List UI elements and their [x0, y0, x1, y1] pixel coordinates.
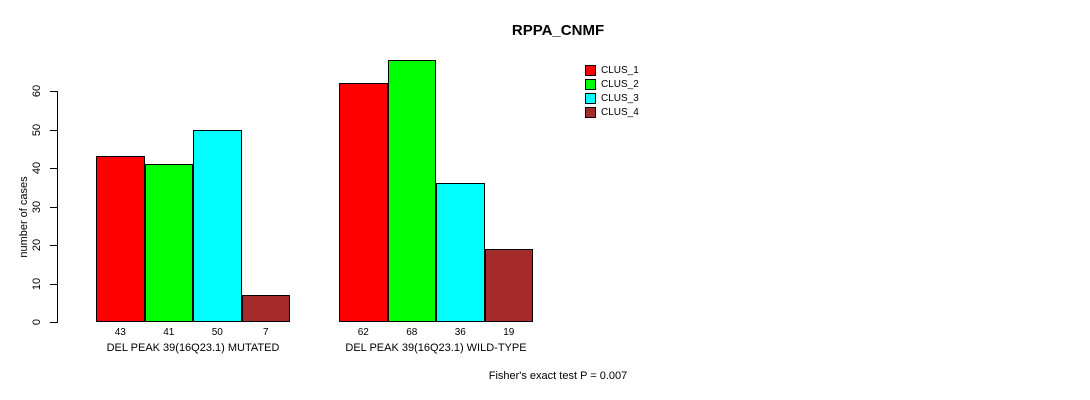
bar-value-label: 41 — [163, 327, 175, 338]
legend-swatch-clus_1 — [585, 65, 596, 76]
bar-value-label: 19 — [503, 327, 515, 338]
legend-swatch-clus_2 — [585, 79, 596, 90]
bar-clus_1-group2 — [339, 83, 388, 322]
bar-value-label: 36 — [454, 327, 466, 338]
bar-clus_4-group2 — [484, 248, 533, 322]
annotation-text: Fisher's exact test P = 0.007 — [488, 370, 628, 382]
chart-title: RPPA_CNMF — [511, 22, 605, 39]
y-axis-line — [57, 91, 58, 323]
legend-label-clus_2: CLUS_2 — [601, 79, 639, 90]
legend-label-clus_3: CLUS_3 — [601, 93, 639, 104]
y-axis-tick — [50, 168, 57, 169]
legend-swatch-clus_3 — [585, 93, 596, 104]
bar-clus_2-group2 — [387, 60, 436, 322]
bar-clus_4-group1 — [241, 295, 290, 322]
y-axis-tick — [50, 206, 57, 208]
bar-value-label: 50 — [211, 327, 223, 338]
y-axis-tick — [50, 322, 57, 323]
x-category-label: DEL PEAK 39(16Q23.1) WILD-TYPE — [345, 342, 527, 354]
bar-clus_3-group2 — [436, 183, 485, 322]
bar-value-label: 62 — [357, 327, 369, 338]
y-axis-tick — [50, 245, 57, 246]
bar-value-label: 68 — [406, 327, 418, 338]
y-axis-tick — [50, 91, 57, 92]
bar-value-label: 7 — [262, 327, 269, 338]
bar-value-label: 43 — [114, 327, 126, 338]
y-axis-tick — [50, 283, 57, 285]
legend-swatch-clus_4 — [585, 107, 596, 118]
bar-clus_1-group1 — [96, 156, 145, 322]
x-category-label: DEL PEAK 39(16Q23.1) MUTATED — [106, 342, 280, 354]
y-axis-tick — [50, 129, 57, 131]
legend-label-clus_1: CLUS_1 — [601, 65, 639, 76]
bar-clus_3-group1 — [193, 129, 242, 322]
legend-label-clus_4: CLUS_4 — [601, 107, 639, 118]
bar-clus_2-group1 — [144, 164, 193, 322]
